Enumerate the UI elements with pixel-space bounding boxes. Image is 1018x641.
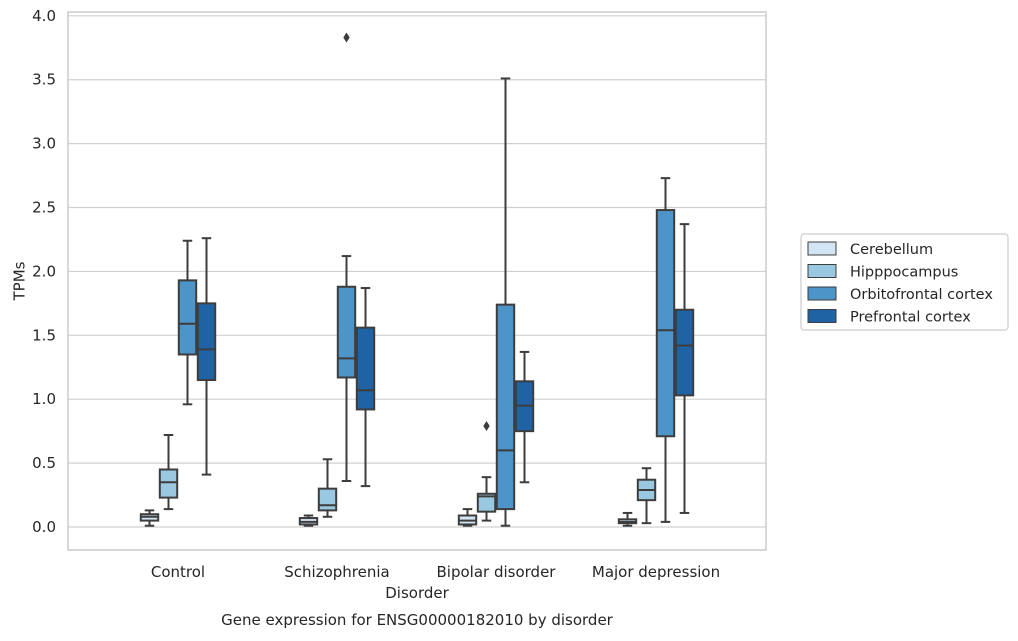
y-tick-label: 3.0 (32, 135, 56, 153)
legend-swatch (807, 264, 837, 278)
x-tick-label: Schizophrenia (284, 563, 389, 581)
box-orbitofrontal-cortex-major-depression (655, 177, 676, 523)
y-tick-label: 0.0 (32, 518, 56, 536)
legend-label: Orbitofrontal cortex (850, 287, 993, 303)
box-iqr (355, 326, 376, 411)
box-iqr (317, 487, 338, 512)
box-cerebellum-schizophrenia (298, 514, 319, 527)
box-iqr (177, 279, 198, 356)
legend-item: Prefrontal cortex (807, 309, 971, 326)
y-tick-label: 1.5 (32, 326, 56, 344)
y-axis-label: TPMs (11, 261, 29, 301)
box-iqr (674, 308, 695, 397)
box-iqr (495, 303, 516, 511)
box-iqr (476, 492, 497, 513)
box-hipppocampus-control (158, 433, 179, 511)
y-tick-label: 4.0 (32, 7, 56, 25)
box-prefrontal-cortex-bipolar-disorder (514, 350, 535, 484)
plot-frame (67, 11, 767, 551)
x-tick-label: Bipolar disorder (437, 563, 557, 581)
box-prefrontal-cortex-control (196, 237, 217, 476)
legend-item: Cerebellum (807, 241, 933, 258)
chart-caption: Gene expression for ENSG00000182010 by d… (221, 611, 614, 629)
x-axis-ticks: Control Schizophrenia Bipolar disorder Majo… (151, 563, 720, 581)
box-iqr (655, 209, 676, 438)
legend-item: Orbitofrontal cortex (807, 286, 993, 303)
legend-swatch (807, 241, 837, 256)
x-tick-label: Control (151, 563, 205, 581)
legend-swatch (807, 309, 837, 323)
legend-item: Hipppocampus (807, 264, 958, 281)
box-prefrontal-cortex-schizophrenia (355, 287, 376, 488)
box-iqr (158, 468, 179, 499)
legend-label: Hipppocampus (850, 265, 958, 281)
y-tick-label: 0.5 (32, 454, 56, 472)
box-orbitofrontal-cortex-schizophrenia (336, 32, 357, 482)
box-hipppocampus-major-depression (636, 467, 657, 525)
y-tick-label: 2.5 (32, 199, 56, 217)
box-hipppocampus-bipolar-disorder (476, 421, 497, 522)
outlier-point (483, 421, 490, 432)
y-tick-label: 1.0 (32, 390, 56, 408)
box-iqr (336, 285, 357, 379)
box-iqr (196, 302, 217, 382)
y-axis-ticks: 0.0 0.5 1.0 1.5 2.0 2.5 3.0 3.5 4.0 (32, 7, 56, 536)
box-orbitofrontal-cortex-bipolar-disorder (495, 77, 516, 527)
box-cerebellum-control (139, 509, 160, 527)
x-axis-label: Disorder (385, 584, 449, 602)
box-cerebellum-major-depression (617, 511, 638, 527)
y-tick-label: 2.0 (32, 262, 56, 280)
x-tick-label: Major depression (592, 563, 720, 581)
box-layer (139, 32, 695, 527)
box-orbitofrontal-cortex-control (177, 239, 198, 406)
outlier-point (343, 32, 350, 43)
legend-frame (800, 233, 1009, 331)
box-cerebellum-bipolar-disorder (457, 508, 478, 527)
y-tick-label: 3.5 (32, 71, 56, 89)
box-hipppocampus-schizophrenia (317, 458, 338, 518)
legend: Cerebellum Hipppocampus Orbitofrontal cort… (800, 233, 1009, 331)
legend-label: Prefrontal cortex (850, 310, 971, 326)
box-prefrontal-cortex-major-depression (674, 223, 695, 514)
legend-swatch (807, 286, 837, 301)
legend-label: Cerebellum (850, 242, 933, 258)
